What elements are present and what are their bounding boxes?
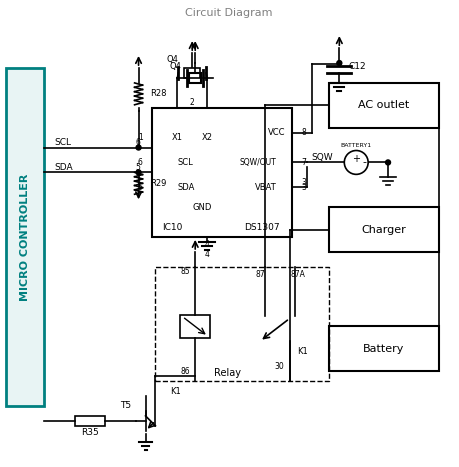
Text: K1: K1: [170, 387, 181, 396]
Text: 5: 5: [136, 163, 140, 172]
Text: IC10: IC10: [162, 223, 183, 232]
Bar: [330, 83, 439, 127]
Bar: [75, 416, 105, 426]
Circle shape: [136, 170, 141, 175]
Text: Q4: Q4: [169, 62, 181, 71]
Text: 85: 85: [180, 267, 190, 276]
Text: X2: X2: [202, 133, 213, 142]
Text: SDA: SDA: [54, 163, 73, 172]
Text: Relay: Relay: [214, 368, 241, 378]
Text: SDA: SDA: [177, 183, 195, 192]
Text: VBAT: VBAT: [255, 183, 277, 192]
Bar: [180, 314, 210, 339]
Text: 87: 87: [255, 270, 265, 279]
Bar: [156, 267, 330, 381]
Text: DS1307: DS1307: [244, 223, 280, 232]
Text: 30: 30: [275, 362, 285, 371]
Text: R35: R35: [81, 428, 99, 437]
Text: 2: 2: [190, 98, 195, 107]
Text: +: +: [352, 155, 360, 164]
Text: 6: 6: [136, 138, 140, 147]
Text: 4: 4: [205, 250, 210, 259]
Text: AC outlet: AC outlet: [358, 100, 410, 110]
Bar: [152, 108, 291, 237]
Text: K1: K1: [297, 347, 308, 356]
Text: X1: X1: [172, 133, 183, 142]
Bar: [330, 207, 439, 252]
Text: 3: 3: [302, 183, 307, 192]
Text: SCL: SCL: [54, 138, 71, 147]
Text: SQW: SQW: [312, 153, 333, 162]
Text: R29: R29: [151, 179, 167, 188]
Text: BATTERY1: BATTERY1: [341, 143, 372, 148]
Text: SCL: SCL: [177, 158, 193, 167]
Text: Q4: Q4: [167, 55, 178, 64]
Bar: [330, 326, 439, 371]
Circle shape: [344, 150, 368, 174]
Text: 86: 86: [180, 367, 190, 375]
Bar: [184, 68, 200, 78]
Text: 1: 1: [138, 133, 143, 142]
Text: R28: R28: [151, 89, 167, 99]
Text: T5: T5: [120, 402, 131, 410]
Text: GND: GND: [192, 203, 212, 212]
Text: Charger: Charger: [362, 225, 406, 234]
Text: 8: 8: [302, 128, 306, 137]
Text: 7: 7: [302, 158, 307, 167]
Text: -: -: [362, 157, 366, 168]
Bar: [6, 68, 44, 406]
Text: Battery: Battery: [364, 344, 405, 354]
Text: 6: 6: [138, 158, 143, 167]
Circle shape: [337, 61, 342, 65]
Text: C12: C12: [348, 62, 366, 71]
Circle shape: [136, 145, 141, 150]
Text: Circuit Diagram: Circuit Diagram: [185, 8, 273, 18]
Text: 87A: 87A: [290, 270, 305, 279]
Text: VCC: VCC: [268, 128, 285, 137]
Text: 3: 3: [302, 178, 307, 187]
Text: SQW/OUT: SQW/OUT: [240, 158, 277, 167]
Circle shape: [386, 160, 391, 165]
Bar: [189, 73, 201, 83]
Text: 4: 4: [205, 241, 210, 249]
Text: MICRO CONTROLLER: MICRO CONTROLLER: [20, 173, 30, 301]
Text: 5: 5: [138, 183, 143, 192]
